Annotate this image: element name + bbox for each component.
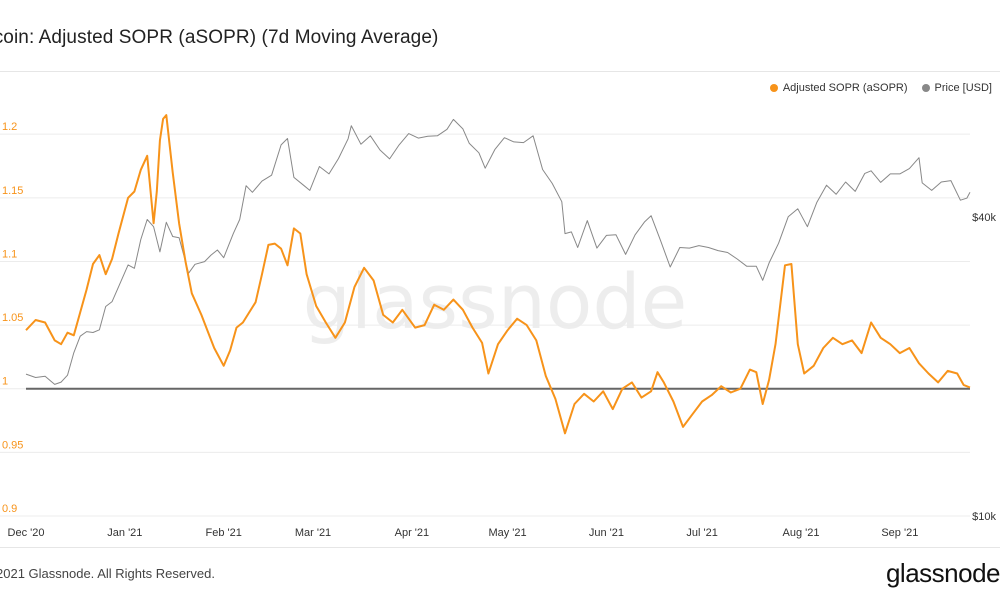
y-right-tick-label: $40k [972,212,996,224]
header-divider [0,71,1000,72]
legend-item-asopr[interactable]: Adjusted SOPR (aSOPR) [769,82,908,94]
chart-title: itcoin: Adjusted SOPR (aSOPR) (7d Moving… [0,27,439,48]
x-tick-label: Jul '21 [686,527,717,539]
x-tick-label: Aug '21 [782,527,819,539]
footer-divider [0,547,1000,548]
grid-lines [0,133,970,517]
y-left-tick-label: 1.05 [2,312,23,324]
legend-dot-price [921,84,930,92]
y-axis-left: 0.9 0.95 1 1.05 1.1 1.15 1.2 [2,121,23,515]
y-left-tick-label: 0.9 [2,503,17,515]
legend-label-asopr: Adjusted SOPR (aSOPR) [782,82,908,94]
x-axis: Dec '20 Jan '21 Feb '21 Mar '21 Apr '21 May '… [8,527,919,539]
legend-dot-asopr [769,84,778,92]
y-right-tick-label: $10k [972,511,996,523]
series-line-price [25,118,971,385]
x-tick-label: Apr '21 [395,527,430,539]
x-tick-label: May '21 [488,527,526,539]
chart-legend: Adjusted SOPR (aSOPR) Price [USD] [769,82,992,94]
x-tick-label: Dec '20 [8,527,45,539]
y-left-tick-label: 1.1 [2,248,17,260]
legend-label-price: Price [USD] [934,82,992,94]
y-left-tick-label: 1.2 [2,121,17,133]
x-tick-label: Mar '21 [295,527,331,539]
series-layer [25,114,971,435]
x-tick-label: Jan '21 [107,527,142,539]
copyright-text: 2021 Glassnode. All Rights Reserved. [0,566,215,581]
legend-item-price[interactable]: Price [USD] [921,82,992,94]
y-left-tick-label: 0.95 [2,439,23,451]
x-tick-label: Sep '21 [881,527,918,539]
y-left-tick-label: 1.15 [2,185,23,197]
x-tick-label: Feb '21 [206,527,242,539]
watermark: glassnode [303,257,688,346]
y-left-tick-label: 1 [2,376,8,388]
x-tick-label: Jun '21 [589,527,624,539]
series-line-asopr [25,114,971,435]
y-axis-right: $10k $40k [972,212,996,523]
brand-logo: glassnode [885,558,1000,588]
